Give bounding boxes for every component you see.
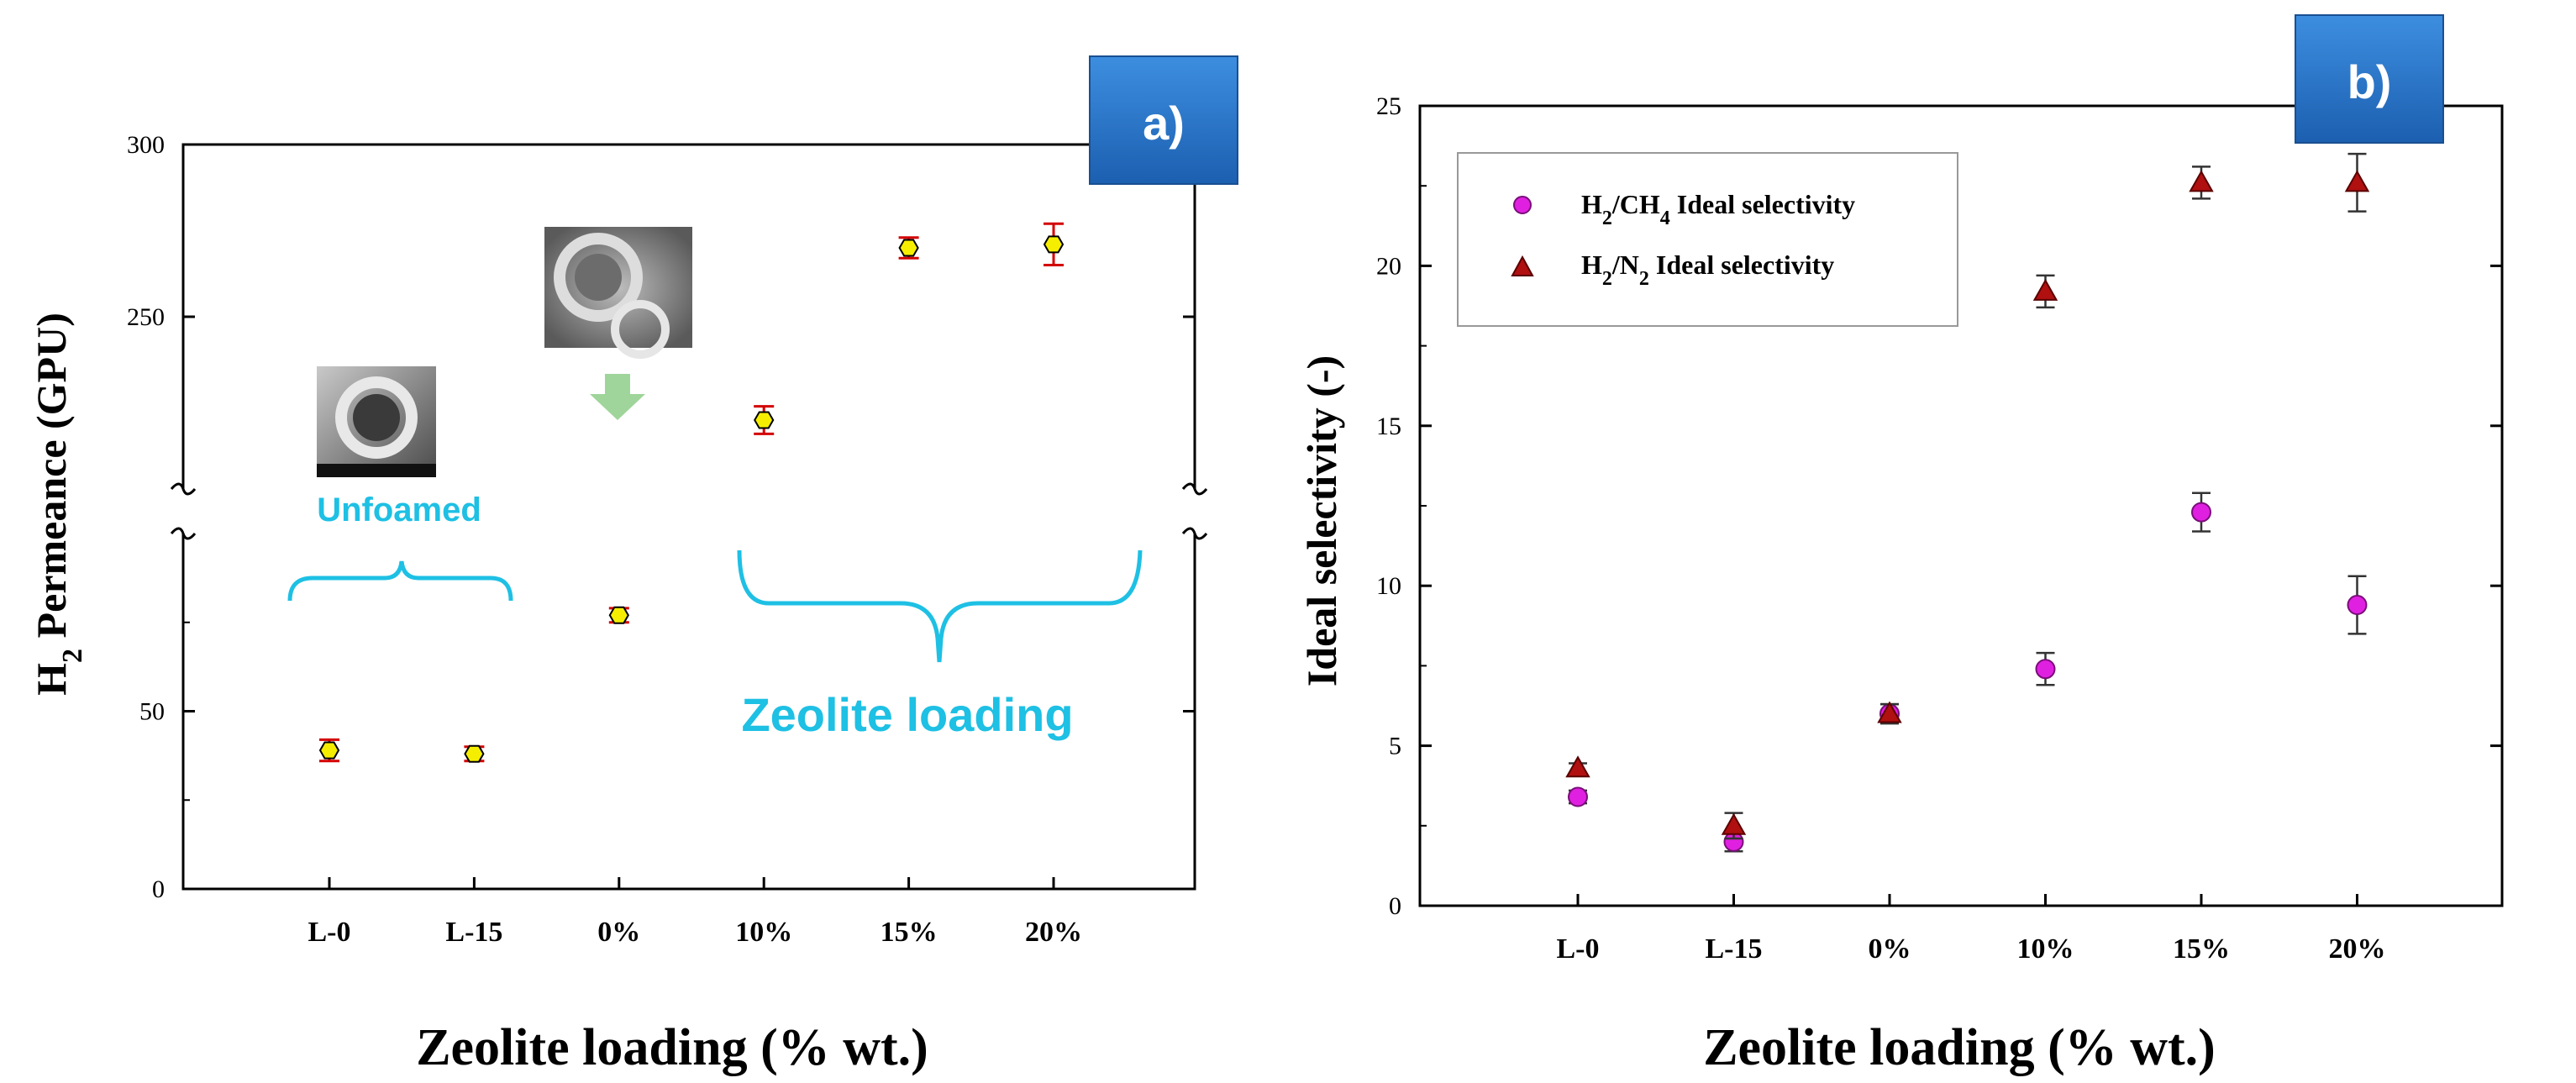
data-point-h2-n2 bbox=[1565, 755, 1590, 778]
x-category-label-a: 20% bbox=[1025, 917, 1082, 948]
unfoamed-label: Unfoamed bbox=[317, 492, 481, 528]
data-point-h2-n2 bbox=[1721, 812, 1747, 835]
zeolite-loading-brace bbox=[737, 549, 1143, 663]
data-point-h2-ch4 bbox=[2191, 502, 2211, 523]
x-category-label-b: 0% bbox=[1869, 933, 1911, 965]
axis-break-mark bbox=[1181, 527, 1208, 540]
axis-break-mark bbox=[1181, 482, 1208, 496]
x-axis-title-a: Zeolite loading (% wt.) bbox=[416, 1019, 928, 1076]
y-ticks-b: 0 5 10 15 20 25 bbox=[1376, 92, 2502, 920]
x-category-label-a: 15% bbox=[881, 917, 938, 948]
axis-break-gap bbox=[168, 489, 198, 534]
data-point-h2-permeance bbox=[1043, 235, 1065, 254]
data-point-h2-ch4 bbox=[1568, 786, 1588, 807]
y-tick-label-b: 25 bbox=[1376, 92, 1401, 120]
y-tick-label-a: 250 bbox=[127, 303, 165, 331]
series-selectivity bbox=[1565, 152, 2370, 853]
panel-b: 0 5 10 15 20 25 L-0 L-15 0% 10% 15% 20% H2/CH4 Ide… bbox=[1298, 14, 2504, 1076]
series-h2-permeance bbox=[318, 222, 1065, 763]
panel-badge-b: b) bbox=[2295, 14, 2444, 144]
data-point-h2-n2 bbox=[1877, 701, 1902, 723]
unfoamed-brace bbox=[287, 560, 513, 602]
y-axis-title-a: H2 Permeance (GPU) bbox=[28, 313, 88, 696]
y-tick-label-b: 10 bbox=[1376, 572, 1401, 600]
data-point-h2-n2 bbox=[2032, 278, 2058, 301]
x-category-label-b: L-15 bbox=[1706, 933, 1763, 965]
data-point-h2-n2 bbox=[2189, 170, 2214, 192]
x-category-label-b: 15% bbox=[2173, 933, 2230, 965]
x-categories-b: L-0 L-15 0% 10% 15% 20% bbox=[1557, 894, 2386, 965]
sem-image-unfoamed bbox=[317, 366, 436, 477]
x-category-label-a: 10% bbox=[735, 917, 792, 948]
x-category-label-b: 20% bbox=[2329, 933, 2386, 965]
y-tick-label-b: 0 bbox=[1389, 892, 1401, 920]
data-point-h2-permeance bbox=[464, 744, 485, 763]
axis-break-a bbox=[168, 482, 1210, 540]
svg-text:a): a) bbox=[1143, 97, 1185, 150]
legend: H2/CH4 Ideal selectivity H2/N2 Ideal sel… bbox=[1457, 152, 1958, 327]
svg-text:b): b) bbox=[2347, 55, 2392, 108]
data-point-h2-permeance bbox=[608, 606, 629, 624]
data-point-h2-ch4 bbox=[2035, 659, 2056, 680]
data-point-h2-permeance bbox=[318, 741, 340, 760]
zeolite-loading-label: Zeolite loading bbox=[741, 688, 1073, 741]
x-category-label-b: L-0 bbox=[1557, 933, 1600, 965]
x-category-label-b: 10% bbox=[2017, 933, 2074, 965]
panel-a: 0 50 250 300 L-0 L-15 0% 10% 15% 20% Unfoamed Ze… bbox=[28, 55, 1238, 1076]
data-point-h2-permeance bbox=[898, 239, 919, 257]
x-categories-a: L-0 L-15 0% 10% 15% 20% bbox=[308, 877, 1082, 948]
down-arrow-icon bbox=[590, 374, 645, 420]
axis-break-gap bbox=[1180, 489, 1210, 534]
legend-box bbox=[1457, 152, 1958, 327]
panel-badge-a: a) bbox=[1089, 55, 1238, 185]
y-tick-label-a: 300 bbox=[127, 131, 165, 159]
x-axis-title-b: Zeolite loading (% wt.) bbox=[1703, 1019, 2216, 1076]
sem-image-foamed bbox=[544, 227, 692, 359]
y-tick-label-b: 15 bbox=[1376, 413, 1401, 440]
y-ticks-a: 0 50 250 300 bbox=[127, 131, 1195, 903]
y-tick-label-a: 50 bbox=[139, 698, 165, 726]
legend-marker-ch4 bbox=[1513, 196, 1532, 214]
legend-marker-n2 bbox=[1511, 255, 1534, 276]
y-tick-label-b: 20 bbox=[1376, 252, 1401, 280]
y-tick-label-a: 0 bbox=[152, 875, 165, 903]
legend-label-n2: H2/N2 Ideal selectivity bbox=[1581, 250, 1834, 290]
x-category-label-a: L-0 bbox=[308, 917, 351, 948]
axis-break-mark bbox=[170, 482, 197, 496]
axis-break-mark bbox=[170, 527, 197, 540]
legend-label-ch4: H2/CH4 Ideal selectivity bbox=[1581, 189, 1855, 229]
x-category-label-a: L-15 bbox=[445, 917, 502, 948]
y-tick-label-b: 5 bbox=[1389, 733, 1401, 760]
data-point-h2-ch4 bbox=[2347, 595, 2368, 616]
y-axis-title-b: Ideal selectivity (-) bbox=[1298, 355, 1345, 686]
x-category-label-a: 0% bbox=[597, 917, 640, 948]
data-point-h2-permeance bbox=[754, 411, 775, 429]
data-point-h2-n2 bbox=[2344, 170, 2370, 192]
